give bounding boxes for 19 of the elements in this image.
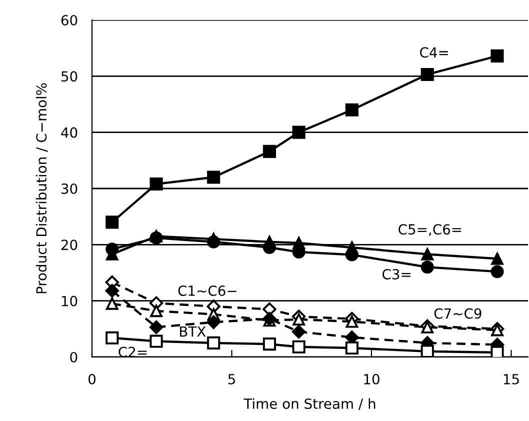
y-tick-label: 20 (61, 240, 78, 250)
y-tick-label: 10 (62, 296, 78, 306)
series-label: C7∼C9 (434, 308, 482, 319)
x-tick-label: 10 (364, 374, 380, 384)
series-label: C3= (382, 268, 410, 280)
series-label: C5=,C6= (398, 224, 462, 236)
y-tick-label: 0 (70, 352, 78, 362)
y-tick-label: 60 (61, 14, 78, 26)
x-tick-label: 0 (88, 374, 96, 384)
series-label: BTX (180, 326, 206, 337)
y-axis-title: Product Distribution / C−mol% (36, 83, 48, 294)
series-label: C4= (420, 47, 448, 58)
x-tick-label: 15 (504, 374, 519, 384)
y-tick-label: 30 (61, 183, 78, 194)
x-axis-title: Time on Stream / h (244, 398, 376, 410)
y-tick-label: 40 (61, 127, 78, 138)
series-label: C1∼C6− (178, 285, 236, 296)
y-tick-label: 50 (62, 71, 78, 82)
x-tick-label: 5 (228, 374, 235, 384)
